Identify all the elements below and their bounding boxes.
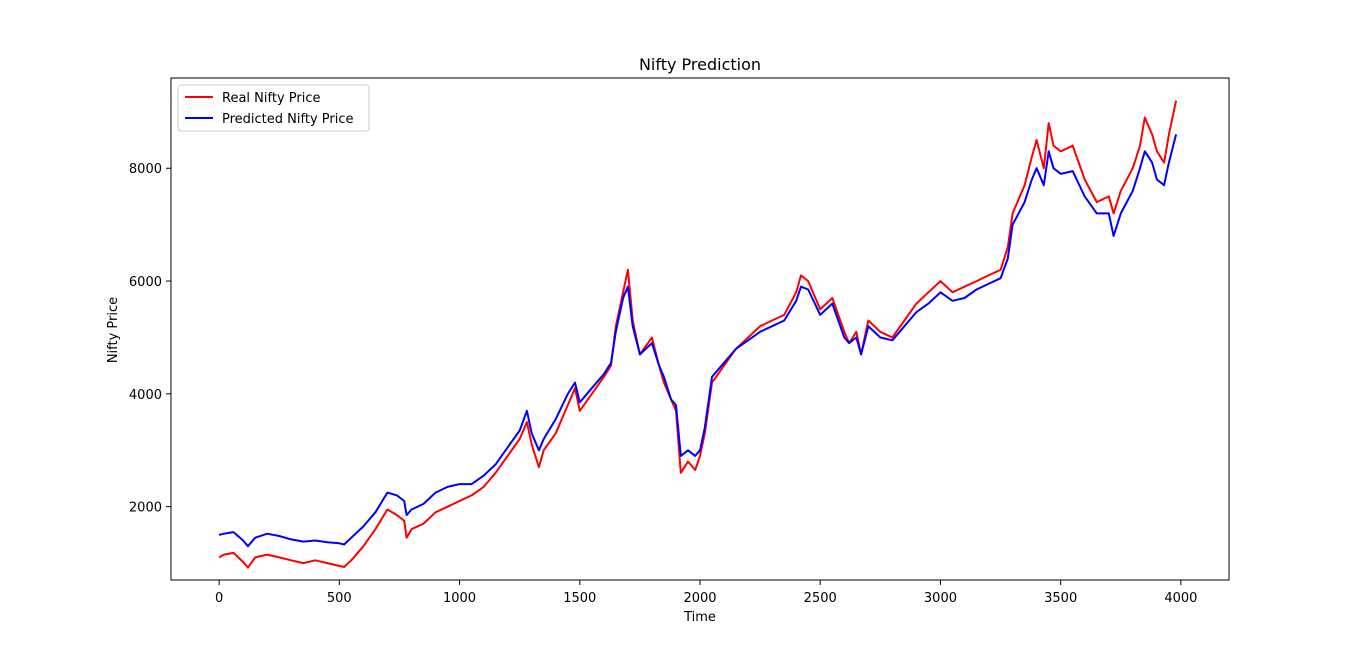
series-line-predicted — [218, 134, 1178, 548]
chart-title: Nifty Prediction — [639, 55, 761, 74]
x-tick-label: 2000 — [683, 591, 716, 606]
y-tick-label: 2000 — [129, 501, 162, 516]
x-tick-label: 3000 — [924, 591, 957, 606]
chart-legend: Real Nifty Price Predicted Nifty Price — [177, 84, 370, 132]
x-tick-label: 1500 — [563, 591, 596, 606]
y-tick-label: 8000 — [129, 162, 162, 177]
legend-label-predicted: Predicted Nifty Price — [222, 112, 353, 127]
legend-box — [177, 84, 370, 132]
y-tick-label: 6000 — [129, 275, 162, 290]
x-tick-label: 0 — [215, 591, 223, 606]
y-tick-label: 4000 — [129, 388, 162, 403]
y-axis-label: Nifty Price — [106, 297, 121, 363]
x-tick-label: 3500 — [1044, 591, 1077, 606]
x-tick-label: 4000 — [1164, 591, 1197, 606]
x-axis-label: Time — [683, 610, 716, 625]
x-tick-label: 1000 — [443, 591, 476, 606]
x-tick-label: 500 — [327, 591, 352, 606]
legend-label-real: Real Nifty Price — [222, 91, 320, 106]
x-tick-label: 2500 — [804, 591, 837, 606]
series-line-real — [218, 100, 1178, 569]
